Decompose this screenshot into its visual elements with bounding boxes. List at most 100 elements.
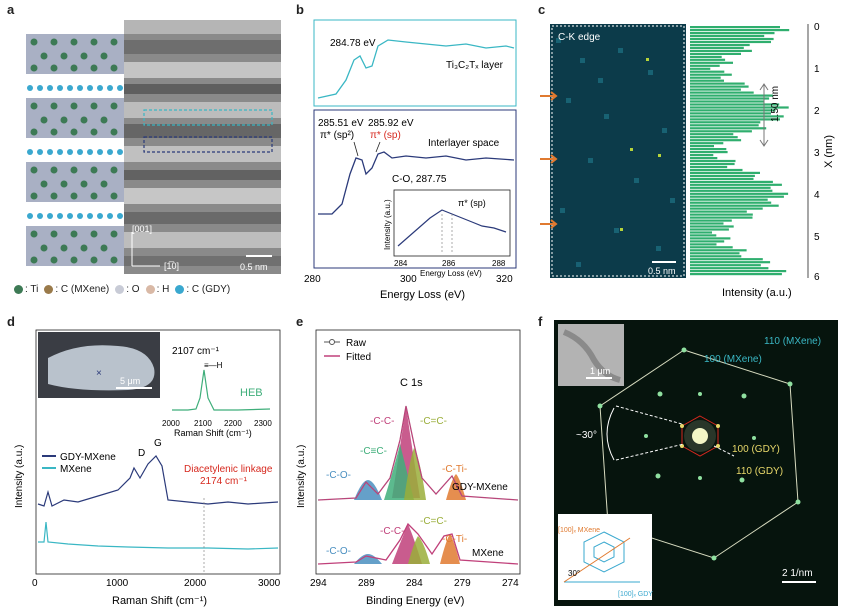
profile-bar (690, 97, 770, 100)
profile-bar (690, 186, 771, 189)
arrow-icon (540, 219, 558, 229)
inset-xlabel: Energy Loss (eV) (420, 269, 482, 278)
profile-bar (690, 240, 725, 243)
e-ylabel: Intensity (a.u.) (296, 445, 307, 508)
d-xlabel: Raman Shift (cm⁻¹) (112, 595, 207, 607)
e-legend-0: Raw (346, 338, 367, 349)
map-label: C-K edge (558, 32, 601, 43)
navy-roi-box (143, 136, 273, 153)
gdy-layer (27, 149, 123, 155)
profile-bar (690, 91, 754, 94)
profile-bar (690, 139, 742, 142)
profile-bar (690, 121, 761, 124)
profile-bar (690, 40, 771, 44)
profile-bar (690, 46, 744, 49)
ytick-5: 5 (814, 232, 820, 243)
peak2-label: 285.92 eV (368, 118, 414, 129)
profile-bar (690, 127, 767, 130)
profile-bar (690, 112, 771, 115)
e-xtick-1: 289 (358, 578, 375, 589)
panel-e-label: e (296, 314, 304, 329)
profile-bar (690, 198, 768, 201)
profile-bar (690, 85, 749, 88)
legend-ti: : Ti (14, 284, 38, 295)
profile-bar (690, 151, 728, 154)
profile-bar (690, 234, 717, 237)
f-inset-scale: 1 μm (590, 366, 610, 376)
profile-bar (690, 231, 712, 234)
interlayer-label: Interlayer space (428, 138, 500, 149)
arrow-icon (540, 154, 558, 164)
legend-c-gdy: : C (GDY) (175, 284, 230, 295)
profile-bar (690, 103, 780, 106)
heb-spectrum (172, 369, 271, 411)
profile-bar (690, 58, 726, 61)
e-top-peak-4: -C-Ti- (442, 464, 467, 475)
profile-bar (690, 210, 747, 213)
profile-bar (690, 159, 736, 163)
xtick-0: 280 (304, 274, 321, 285)
d-xtick-0: 0 (32, 578, 38, 589)
profile-bar (690, 109, 776, 112)
panel-c: C-K edge 0.5 nm 0 1 2 3 4 5 6 X (nm) 1.5… (540, 22, 835, 299)
mxene-layer (26, 98, 126, 138)
c-xlabel: Intensity (a.u.) (722, 287, 792, 299)
mxene-layer (26, 162, 126, 202)
profile-bar (690, 70, 725, 73)
profile-bar (690, 180, 773, 183)
heb-label: HEB (240, 387, 263, 399)
mxene-trace (38, 521, 279, 550)
peak-g-label: G (154, 438, 162, 449)
profile-bar (690, 246, 733, 249)
profile-bar (690, 264, 761, 267)
profile-bar (690, 67, 711, 70)
profile-bar (690, 79, 724, 82)
e-top-peak-2: -C=C- (420, 416, 447, 427)
e-xtick-3: 279 (454, 578, 471, 589)
e-xtick-2: 284 (406, 578, 423, 589)
profile-bar (690, 252, 740, 255)
profile-bar (690, 154, 714, 157)
profile-bar (690, 118, 780, 121)
e-top-peak-1: -C≡C- (360, 446, 387, 457)
panel-d: × 5 μm 2107 cm⁻¹ ≡—H HEB 2000 2100 2200 … (14, 329, 281, 607)
panel-a: [001] [1̅0] 0.5 nm (26, 20, 281, 274)
gdy-layer (27, 213, 123, 219)
peak1-sub: π* (sp²) (320, 130, 354, 141)
e-xlabel: Binding Energy (eV) (366, 595, 464, 607)
profile-bar (690, 52, 741, 55)
profile-bar (690, 115, 784, 118)
e-legend-1: Fitted (346, 352, 371, 363)
panel-d-label: d (7, 314, 15, 329)
profile-bar (690, 222, 724, 225)
panel-b: 284.78 eV Ti₃C₂Tₓ layer 285.51 eV π* (sp… (304, 19, 517, 301)
linkage-label: Diacetylenic linkage (184, 464, 273, 475)
profile-bar (690, 94, 773, 97)
profile-bar (690, 204, 779, 207)
profile-bar (690, 261, 771, 264)
spacing-label: 1.50 nm (770, 86, 781, 122)
profile-bar (690, 82, 745, 85)
profile-bar (690, 249, 747, 252)
d-xtick-3: 3000 (258, 578, 281, 589)
profile-bar (690, 124, 759, 127)
heb-peak-label: 2107 cm⁻¹ (172, 346, 220, 357)
model-label-gdy: [100]ₓ GDY (618, 591, 653, 598)
profile-bar (690, 130, 752, 133)
b-xlabel: Energy Loss (eV) (380, 289, 465, 301)
profile-bar (690, 26, 780, 29)
e-top-peak-0: -C-C- (370, 416, 394, 427)
legend-o: : O (115, 284, 140, 295)
gdy-layer (27, 85, 123, 91)
marker-icon: × (96, 368, 102, 379)
arrow-icon (540, 91, 558, 101)
profile-bar (690, 55, 722, 58)
profile-bar (690, 168, 743, 172)
profile-bar (690, 133, 734, 136)
ytick-1: 1 (814, 64, 820, 75)
o-dot-icon (115, 285, 125, 294)
e-bot-peak-1: -C=C- (420, 516, 447, 527)
xtick-2: 320 (496, 274, 513, 285)
peak1-label: 285.51 eV (318, 118, 364, 129)
peak-d-label: D (138, 448, 145, 459)
